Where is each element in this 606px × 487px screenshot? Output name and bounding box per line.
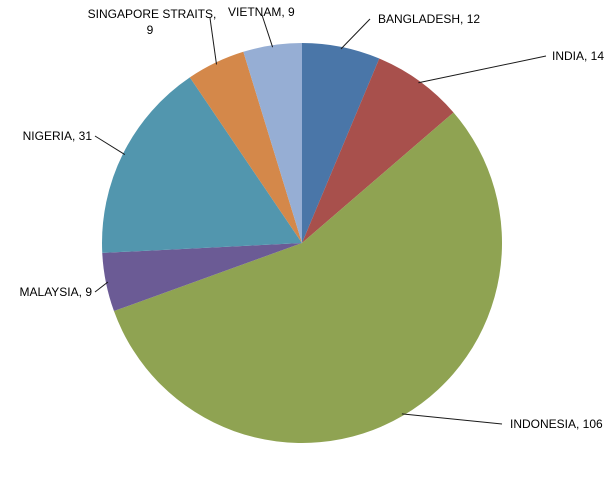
- leader-line-bangladesh: [340, 18, 371, 50]
- data-labels: BANGLADESH, 12 INDIA, 14 INDONESIA, 106 MAL…: [20, 5, 605, 431]
- data-label-malaysia: MALAYSIA, 9: [20, 285, 93, 299]
- pie-slice-vietnam: [243, 43, 302, 243]
- pie-slice-indonesia: [113, 112, 503, 444]
- pie-slice-bangladesh: [302, 43, 380, 243]
- leader-line-nigeria: [94, 135, 126, 156]
- pie-slice-singapore-straits: [189, 51, 302, 243]
- pie-slice-malaysia: [102, 243, 302, 312]
- data-label-india: INDIA, 14: [552, 49, 604, 63]
- leader-lines: [94, 14, 547, 425]
- pie-slices: [102, 43, 503, 444]
- pie-slice-nigeria: [102, 77, 302, 253]
- data-label-nigeria: NIGERIA, 31: [23, 129, 93, 143]
- leader-line-malaysia: [94, 281, 109, 293]
- data-label-singapore-straits: SINGAPORE STRAITS, 9: [88, 7, 217, 37]
- leader-line-indonesia: [401, 413, 503, 425]
- leader-line-vietnam: [261, 14, 274, 48]
- leader-line-india: [418, 55, 547, 84]
- data-label-vietnam: VIETNAM, 9: [228, 5, 295, 19]
- data-label-bangladesh: BANGLADESH, 12: [378, 12, 480, 26]
- data-label-indonesia: INDONESIA, 106: [510, 417, 603, 431]
- pie-slice-india: [302, 58, 454, 243]
- leader-line-singapore-straits: [209, 17, 217, 65]
